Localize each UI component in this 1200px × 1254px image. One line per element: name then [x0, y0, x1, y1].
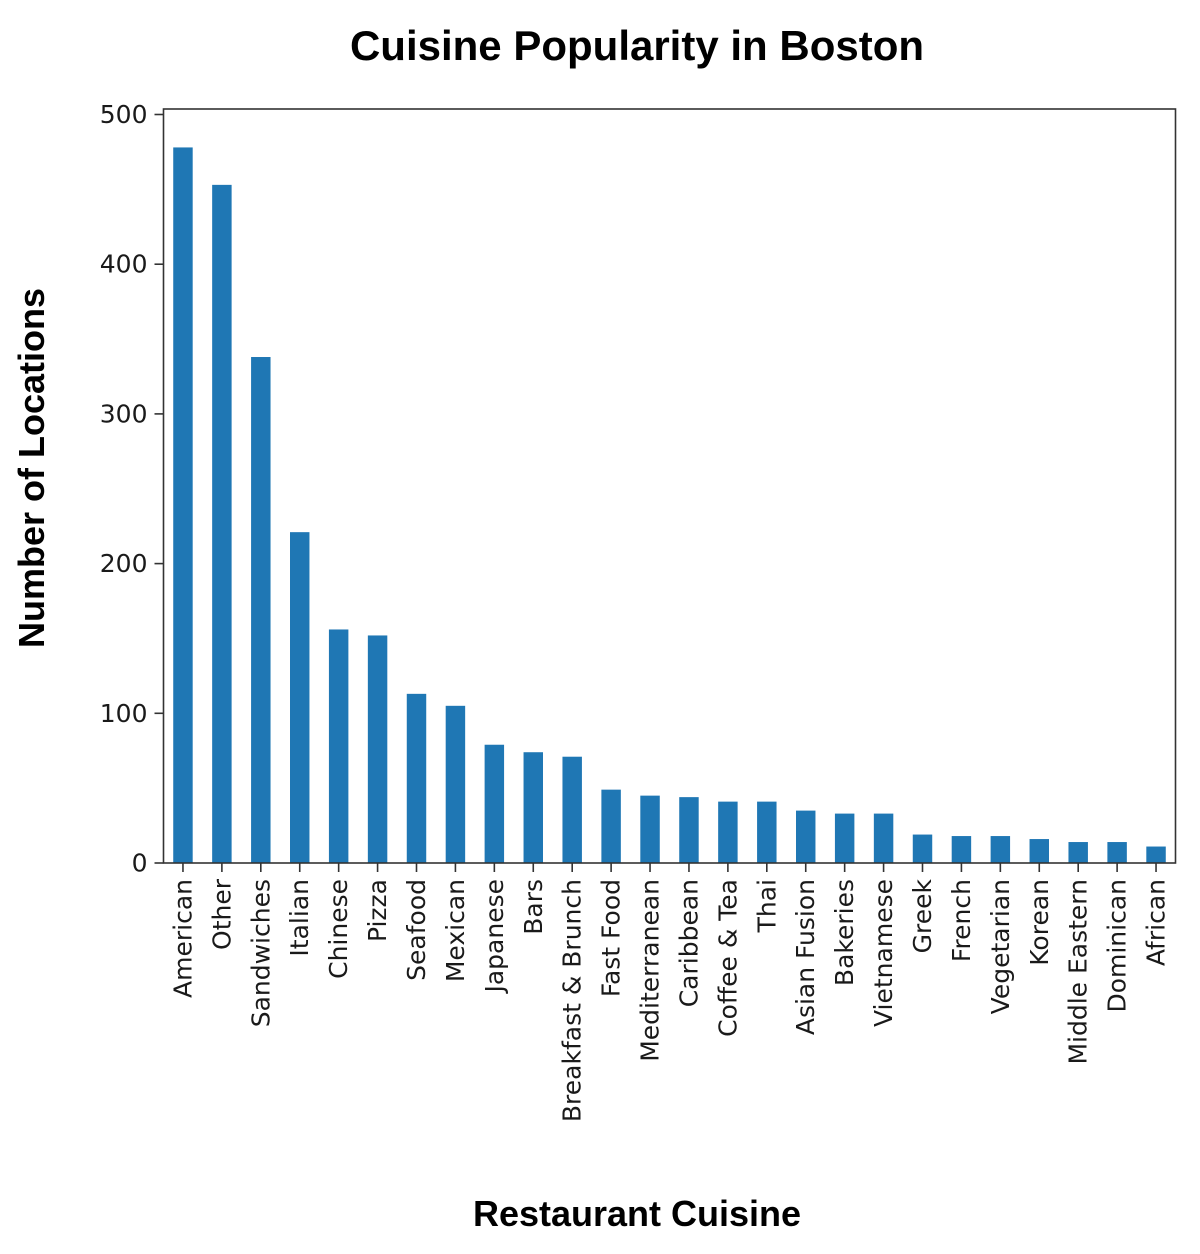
bar-asian-fusion [796, 810, 816, 863]
y-tick-label: 400 [100, 250, 148, 279]
x-tick-label: Caribbean [674, 879, 703, 1007]
bar-sandwiches [251, 357, 271, 863]
bar-mediterranean [640, 795, 660, 863]
x-tick-label: African [1142, 879, 1171, 966]
y-tick-label: 200 [100, 549, 148, 578]
x-tick-label: Coffee & Tea [713, 879, 742, 1037]
bar-vietnamese [873, 813, 894, 863]
bar-japanese [484, 744, 505, 863]
bar-breakfast-brunch [562, 756, 582, 863]
x-tick-label: Seafood [402, 879, 431, 981]
x-tick-label: Italian [285, 879, 314, 957]
x-axis-ticks: American Other Sandwiches Italian Chinese Piz… [168, 863, 1171, 1122]
bar-other [212, 184, 232, 863]
x-tick-label: Bars [519, 879, 548, 935]
bar-middle-eastern [1068, 842, 1088, 863]
x-tick-label: Korean [1025, 879, 1054, 966]
x-tick-label: Fast Food [597, 879, 626, 997]
bar-korean [1029, 839, 1049, 863]
x-tick-label: Sandwiches [246, 879, 275, 1027]
bar-caribbean [679, 797, 699, 863]
bar-vegetarian [990, 836, 1011, 863]
bar-chinese [328, 629, 349, 863]
x-tick-label: American [168, 879, 197, 998]
x-tick-label: Other [207, 878, 236, 950]
x-tick-label: Chinese [324, 879, 353, 979]
bar-fast-food [601, 789, 621, 863]
y-tick-label: 300 [100, 399, 148, 428]
y-axis-ticks: 0 100 200 300 400 500 [100, 100, 164, 878]
y-tick-label: 100 [100, 699, 148, 728]
y-tick-label: 0 [132, 849, 148, 878]
x-tick-label: Asian Fusion [791, 879, 820, 1035]
x-tick-label: Vegetarian [986, 879, 1015, 1014]
x-tick-label: Mediterranean [636, 879, 665, 1062]
bar-african [1146, 846, 1166, 863]
bar-coffee-tea [718, 801, 738, 863]
y-axis-title: Number of Locations [11, 288, 52, 648]
bar-bars [523, 752, 543, 863]
x-tick-label: Japanese [480, 879, 509, 995]
plot-area-frame [162, 108, 1177, 864]
bar-italian [290, 532, 310, 863]
bar-seafood [406, 693, 427, 863]
x-tick-label: Breakfast & Brunch [558, 879, 587, 1122]
bar-bakeries [834, 813, 855, 863]
x-tick-label: Vietnamese [869, 879, 898, 1027]
bar-pizza [367, 635, 388, 863]
bar-mexican [445, 705, 466, 863]
bar-greek [912, 834, 933, 863]
x-tick-label: Middle Eastern [1064, 879, 1093, 1065]
bar-american [173, 147, 193, 863]
bar-dominican [1107, 842, 1127, 863]
bars-group [173, 147, 1166, 863]
x-tick-label: Mexican [441, 879, 470, 982]
x-tick-label: Dominican [1103, 879, 1132, 1013]
x-axis-title: Restaurant Cuisine [473, 1193, 801, 1234]
bar-thai [757, 801, 777, 863]
y-tick-label: 500 [100, 100, 148, 129]
x-tick-label: French [947, 879, 976, 962]
x-tick-label: Thai [752, 879, 781, 933]
x-tick-label: Bakeries [830, 879, 859, 986]
x-tick-label: Pizza [363, 879, 392, 942]
x-tick-label: Greek [908, 878, 937, 953]
bar-french [951, 836, 972, 863]
chart-title: Cuisine Popularity in Boston [350, 22, 924, 69]
